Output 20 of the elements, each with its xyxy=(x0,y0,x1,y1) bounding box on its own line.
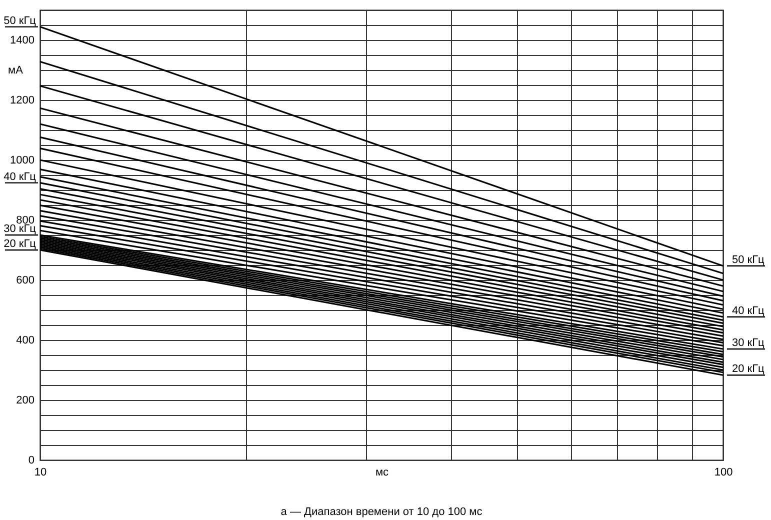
series-label: 30 кГц xyxy=(4,223,37,235)
x-tick-label: 100 xyxy=(714,466,733,478)
legend-label: 20 кГц xyxy=(4,238,37,250)
y-axis-title: мА xyxy=(8,64,24,76)
text: 40 кГц xyxy=(732,304,764,317)
y-tick-label: 200 xyxy=(16,394,34,406)
text: 30 кГц xyxy=(732,337,764,349)
y-tick-label: 1000 xyxy=(10,154,34,166)
y-tick-label: 1400 xyxy=(10,34,34,46)
y-tick-label: 400 xyxy=(16,334,34,346)
text: 50 кГц xyxy=(732,254,764,266)
text: 20 кГц xyxy=(732,363,764,376)
y-tick-label: 1200 xyxy=(10,94,34,106)
y-tick-label: 0 xyxy=(28,454,34,466)
y-tick-label: 600 xyxy=(16,274,34,286)
x-tick-label: 10 xyxy=(34,466,47,478)
series-label: 50 кГц xyxy=(4,14,37,27)
x-axis-title: мс xyxy=(375,466,390,478)
series-label: 40 кГц xyxy=(4,170,37,183)
text: а — Диапазон времени от 10 до 100 мс xyxy=(280,506,483,518)
